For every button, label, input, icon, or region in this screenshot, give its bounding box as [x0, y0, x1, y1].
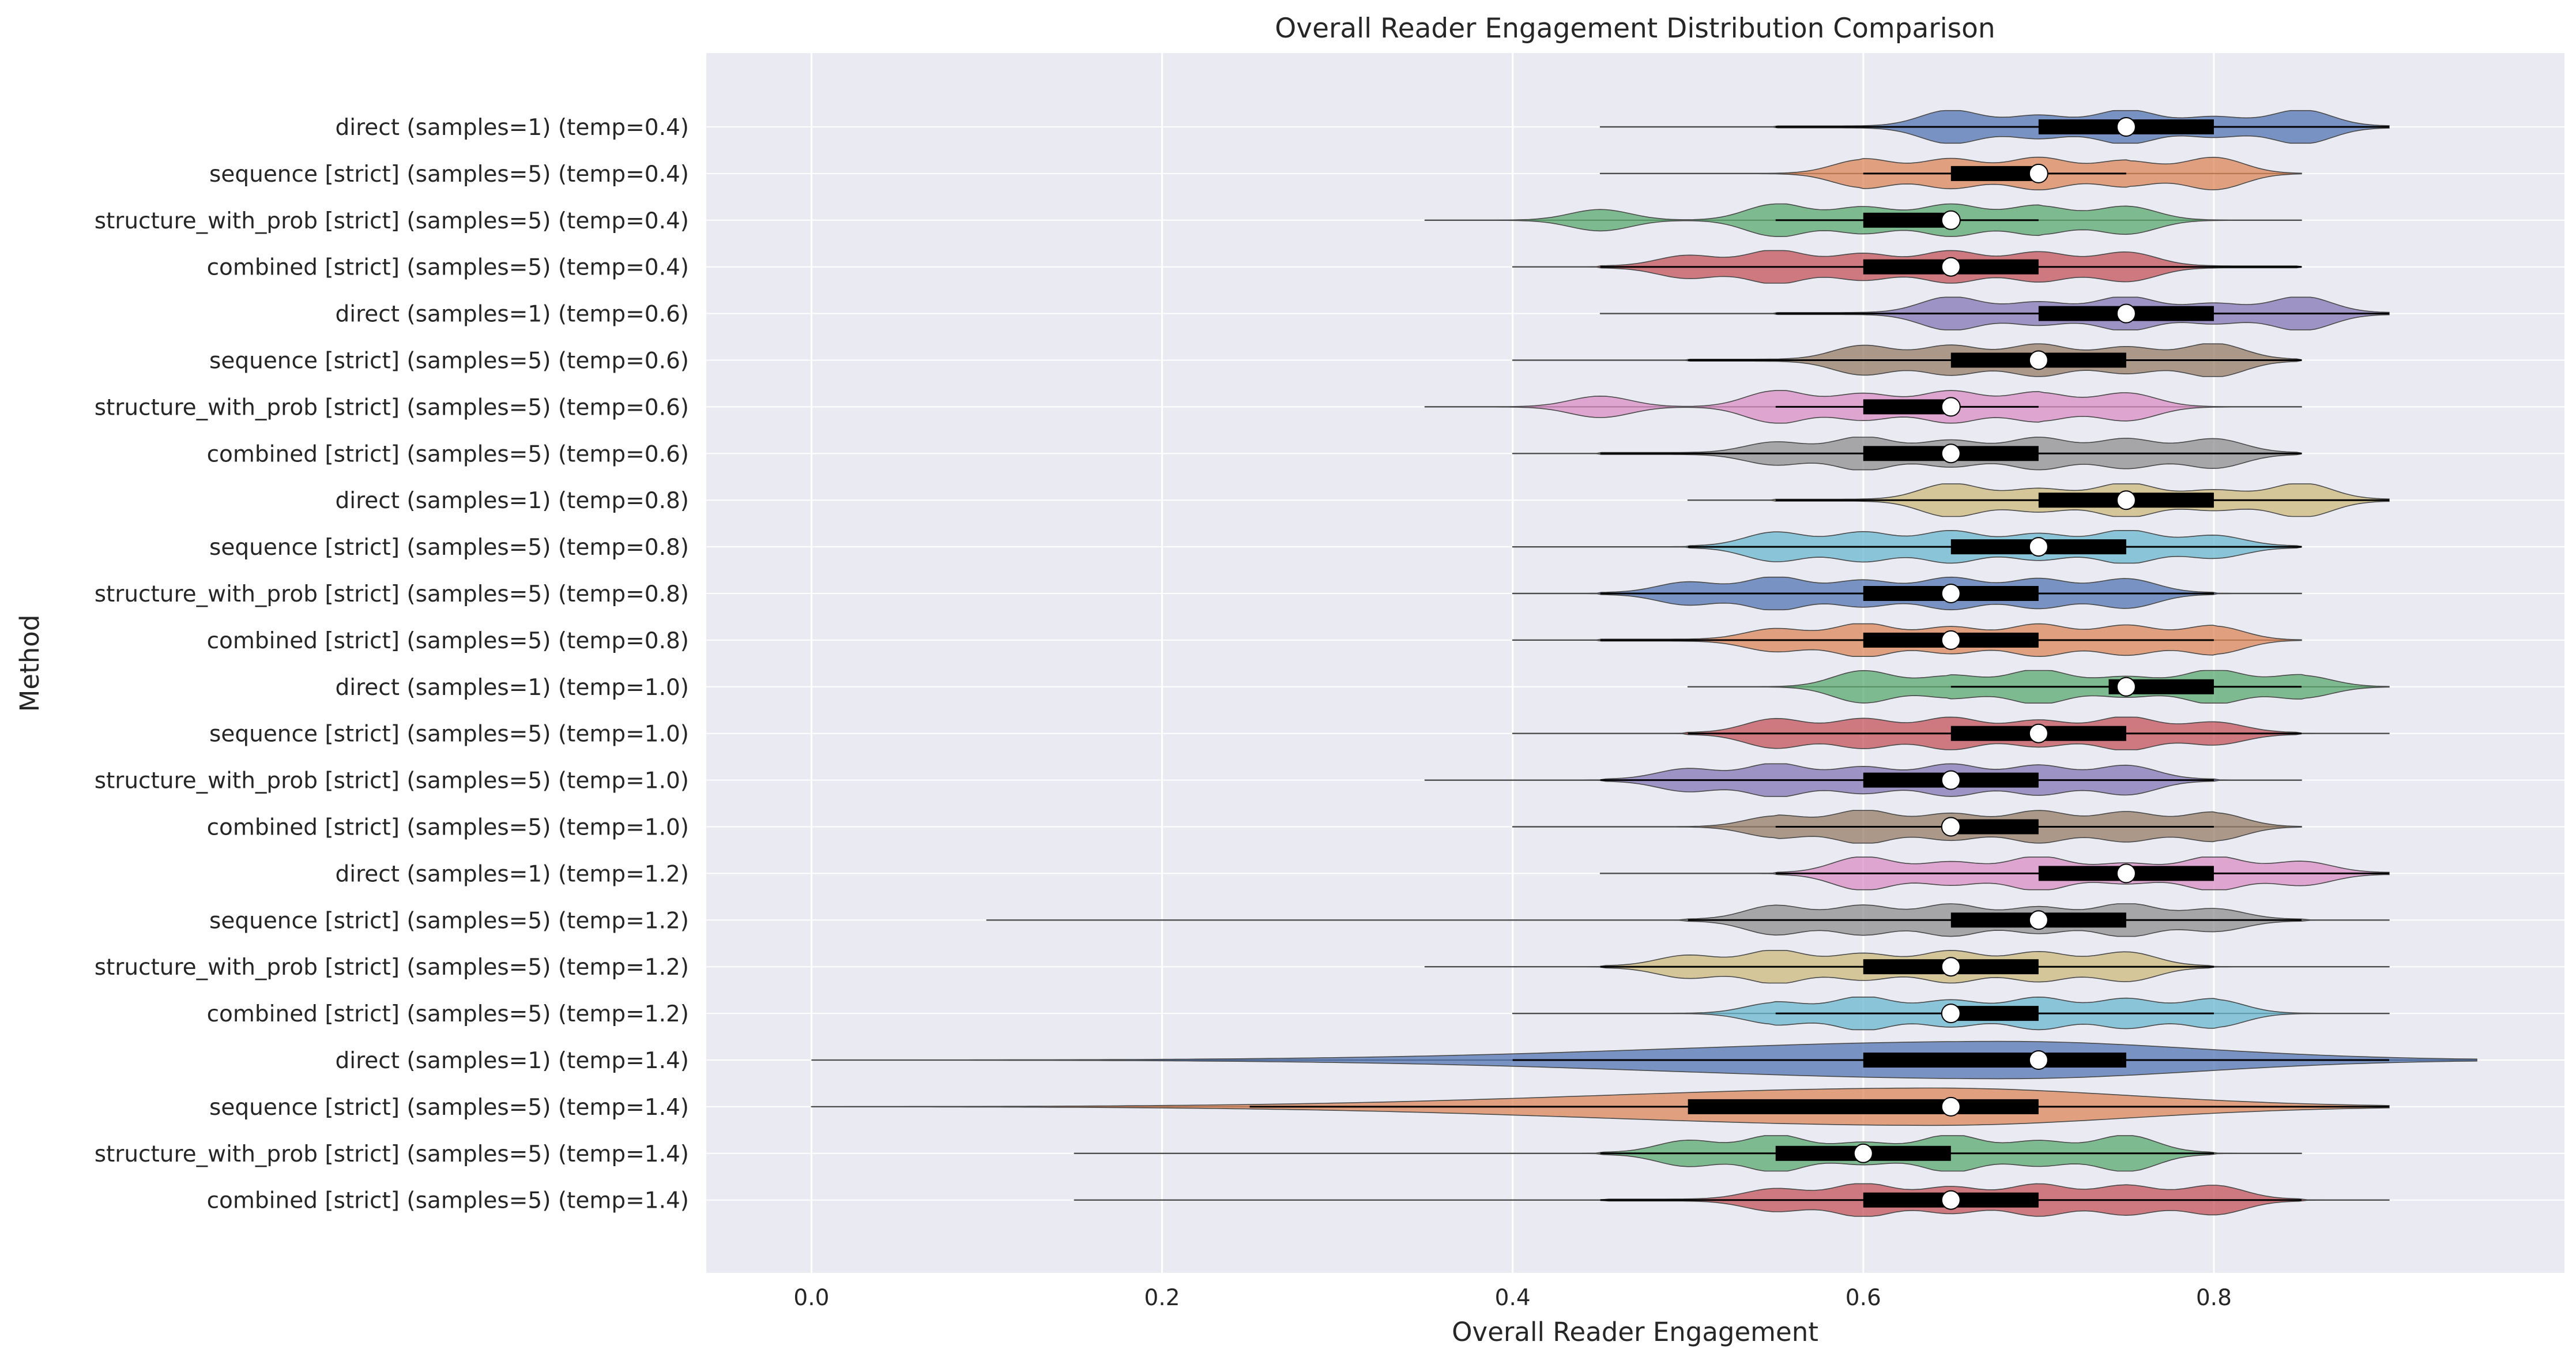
violin-median-dot	[1941, 584, 1961, 603]
category-label: sequence [strict] (samples=5) (temp=0.8)	[209, 535, 689, 561]
category-label: direct (samples=1) (temp=0.8)	[336, 488, 690, 514]
category-label: direct (samples=1) (temp=0.6)	[336, 302, 690, 328]
violin-iqr-box	[1863, 1053, 2126, 1068]
category-label: direct (samples=1) (temp=1.0)	[336, 675, 690, 701]
violin-median-dot	[2116, 490, 2136, 510]
violin-median-dot	[2028, 537, 2048, 557]
violin-median-dot	[1941, 1004, 1961, 1024]
category-label: structure_with_prob [strict] (samples=5)…	[95, 768, 689, 794]
category-label: combined [strict] (samples=5) (temp=0.4)	[207, 255, 689, 281]
violin-iqr-box	[1950, 1006, 2039, 1021]
violin-median-dot	[1941, 257, 1961, 277]
category-label: direct (samples=1) (temp=1.2)	[336, 861, 690, 887]
category-label: sequence [strict] (samples=5) (temp=0.6)	[209, 348, 689, 374]
category-label: combined [strict] (samples=5) (temp=1.2)	[207, 1001, 689, 1027]
x-tick-label: 0.2	[1144, 1285, 1180, 1311]
violin-median-dot	[2028, 910, 2048, 930]
violin-iqr-box	[1863, 399, 1951, 415]
x-tick-label: 0.8	[2196, 1285, 2232, 1311]
violin-median-dot	[2028, 350, 2048, 370]
x-axis-title: Overall Reader Engagement	[1452, 1317, 1818, 1347]
violin-iqr-box	[1950, 819, 2039, 835]
violin-median-dot	[1941, 210, 1961, 230]
category-label: combined [strict] (samples=5) (temp=0.8)	[207, 628, 689, 654]
violin-iqr-box	[1688, 1099, 2039, 1114]
violin-median-dot	[2116, 117, 2136, 137]
violin-iqr-box	[1863, 212, 1951, 228]
category-label: sequence [strict] (samples=5) (temp=1.0)	[209, 722, 689, 747]
violin-iqr-box	[1950, 166, 2039, 181]
chart-title: Overall Reader Engagement Distribution C…	[1275, 13, 1995, 44]
violin-median-dot	[2116, 677, 2136, 697]
violin-median-dot	[2028, 163, 2048, 183]
category-label: structure_with_prob [strict] (samples=5)…	[95, 208, 689, 234]
x-tick-label: 0.0	[793, 1285, 829, 1311]
category-label: structure_with_prob [strict] (samples=5)…	[95, 581, 689, 607]
category-labels: direct (samples=1) (temp=0.4) sequence [s…	[95, 115, 689, 1214]
category-label: direct (samples=1) (temp=1.4)	[336, 1048, 690, 1074]
category-label: structure_with_prob [strict] (samples=5)…	[95, 1141, 689, 1167]
category-label: structure_with_prob [strict] (samples=5)…	[95, 394, 689, 420]
violin-median-dot	[1941, 957, 1961, 977]
category-label: combined [strict] (samples=5) (temp=1.0)	[207, 815, 689, 841]
violin-median-dot	[2116, 863, 2136, 884]
violin-median-dot	[1941, 630, 1961, 650]
violin-median-dot	[2116, 303, 2136, 324]
category-label: sequence [strict] (samples=5) (temp=1.2)	[209, 908, 689, 934]
violin-median-dot	[1941, 1096, 1961, 1117]
category-label: combined [strict] (samples=5) (temp=0.6)	[207, 441, 689, 467]
box-markers	[1249, 117, 2389, 1210]
x-tick-labels: 0.0 0.2 0.4 0.6 0.8	[793, 1285, 2231, 1311]
category-label: direct (samples=1) (temp=0.4)	[336, 115, 690, 141]
x-tick-label: 0.6	[1846, 1285, 1881, 1311]
x-tick-label: 0.4	[1495, 1285, 1531, 1311]
violin-median-dot	[1941, 397, 1961, 417]
violin-median-dot	[1853, 1143, 1873, 1163]
violin-median-dot	[2028, 1050, 2048, 1070]
violin-median-dot	[2028, 723, 2048, 743]
violin-median-dot	[1941, 444, 1961, 464]
y-axis-title: Method	[14, 615, 45, 712]
violin-median-dot	[1941, 817, 1961, 837]
category-label: sequence [strict] (samples=5) (temp=0.4)	[209, 161, 689, 187]
category-label: structure_with_prob [strict] (samples=5)…	[95, 955, 689, 980]
violin-median-dot	[1941, 1190, 1961, 1210]
category-label: sequence [strict] (samples=5) (temp=1.4)	[209, 1095, 689, 1121]
violin-median-dot	[1941, 770, 1961, 790]
category-label: combined [strict] (samples=5) (temp=1.4)	[207, 1188, 689, 1214]
plot-area	[706, 53, 2564, 1273]
